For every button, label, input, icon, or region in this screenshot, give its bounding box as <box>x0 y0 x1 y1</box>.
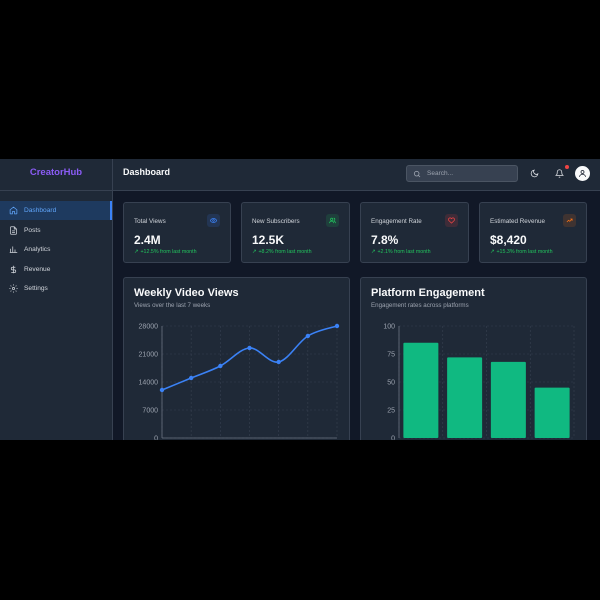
search-icon <box>413 170 421 177</box>
dollar-icon <box>10 265 17 273</box>
stat-value: $8,420 <box>490 233 527 247</box>
y-tick-label: 75 <box>387 352 395 359</box>
document-icon <box>10 225 17 235</box>
search-box[interactable] <box>406 165 518 182</box>
trend-up-icon: ↗ <box>490 249 495 255</box>
data-point <box>276 359 281 365</box>
stat-card-engagement-rate: Engagement Rate 7.8% ↗ +2.1% from last mo… <box>360 202 469 263</box>
top-header: Dashboard <box>113 159 600 191</box>
data-point <box>305 333 311 339</box>
y-tick-label: 25 <box>387 408 395 415</box>
trend-up-icon: ↗ <box>134 249 139 255</box>
chart-subtitle: Engagement rates across platforms <box>371 302 469 309</box>
sidebar-item-settings[interactable]: Settings <box>0 279 112 298</box>
bell-icon[interactable] <box>555 169 564 178</box>
stat-card-estimated-revenue: Estimated Revenue $8,420 ↗ +15.3% from la… <box>479 202 587 263</box>
user-icon <box>579 170 586 177</box>
stat-card-new-subscribers: New Subscribers 12.5K ↗ +8.2% from last m… <box>241 202 350 263</box>
stat-change: ↗ +8.2% from last month <box>252 249 312 255</box>
avatar[interactable] <box>575 166 590 181</box>
data-point <box>247 345 252 351</box>
data-point <box>334 323 340 329</box>
sidebar: CreatorHub Dashboard Posts Analytics Rev… <box>0 159 113 440</box>
bar-chart-icon <box>9 246 18 253</box>
search-input[interactable] <box>425 169 513 178</box>
bar <box>403 342 439 438</box>
trend-up-icon: ↗ <box>371 249 376 255</box>
sidebar-item-dashboard[interactable]: Dashboard <box>0 201 112 220</box>
chart-title: Platform Engagement <box>371 287 485 299</box>
y-tick-label: 0 <box>391 436 395 441</box>
trend-up-icon: ↗ <box>252 249 257 255</box>
sidebar-item-label: Settings <box>24 285 48 292</box>
stat-value: 12.5K <box>252 233 285 247</box>
data-point <box>188 375 194 381</box>
stat-value: 2.4M <box>134 233 161 247</box>
stat-change: ↗ +15.3% from last month <box>490 249 553 255</box>
y-tick-label: 100 <box>383 324 395 331</box>
chart-subtitle: Views over the last 7 weeks <box>134 302 211 309</box>
stat-label: New Subscribers <box>252 218 300 225</box>
sidebar-item-label: Dashboard <box>24 207 57 214</box>
sidebar-item-analytics[interactable]: Analytics <box>0 240 112 259</box>
line-chart: 0 7000 14000 21000 28000 <box>139 323 340 441</box>
data-point <box>218 363 223 369</box>
data-point <box>159 387 165 393</box>
chart-card-platform-engagement: Platform Engagement Engagement rates acr… <box>360 277 587 440</box>
bar <box>534 387 570 438</box>
sidebar-nav: Dashboard Posts Analytics Revenue Settin… <box>0 191 112 298</box>
notification-badge <box>565 165 569 169</box>
eye-icon <box>207 214 220 227</box>
bar <box>447 357 483 438</box>
sidebar-item-revenue[interactable]: Revenue <box>0 260 112 279</box>
sidebar-item-label: Posts <box>24 226 41 234</box>
chart-title: Weekly Video Views <box>134 287 239 299</box>
gear-icon <box>9 284 18 293</box>
stat-label: Estimated Revenue <box>490 218 545 225</box>
chart-card-weekly-views: Weekly Video Views Views over the last 7… <box>123 277 350 440</box>
y-tick-label: 14000 <box>139 380 159 387</box>
trend-up-icon <box>563 214 576 227</box>
y-tick-label: 0 <box>154 436 158 441</box>
y-tick-label: 7000 <box>142 408 158 415</box>
sidebar-item-label: Analytics <box>24 246 51 253</box>
moon-icon[interactable] <box>530 169 539 178</box>
users-icon <box>326 214 339 227</box>
sidebar-item-label: Revenue <box>24 265 51 273</box>
heart-icon <box>445 214 458 227</box>
bar <box>490 361 526 438</box>
stat-change: ↗ +12.5% from last month <box>134 249 197 255</box>
stat-label: Total Views <box>134 218 166 225</box>
brand-logo[interactable]: CreatorHub <box>0 159 112 191</box>
stat-change: ↗ +2.1% from last month <box>371 249 431 255</box>
home-icon <box>9 206 18 215</box>
page-title: Dashboard <box>123 167 171 177</box>
sidebar-item-posts[interactable]: Posts <box>0 221 112 240</box>
app-window: CreatorHub Dashboard Posts Analytics Rev… <box>0 159 600 440</box>
y-tick-label: 50 <box>387 380 395 387</box>
bar-chart: 0 25 50 75 100 <box>383 324 575 441</box>
y-tick-label: 28000 <box>139 324 159 331</box>
y-tick-label: 21000 <box>139 352 159 359</box>
stat-card-total-views: Total Views 2.4M ↗ +12.5% from last month <box>123 202 231 263</box>
stat-label: Engagement Rate <box>371 218 422 225</box>
stat-value: 7.8% <box>371 233 399 247</box>
